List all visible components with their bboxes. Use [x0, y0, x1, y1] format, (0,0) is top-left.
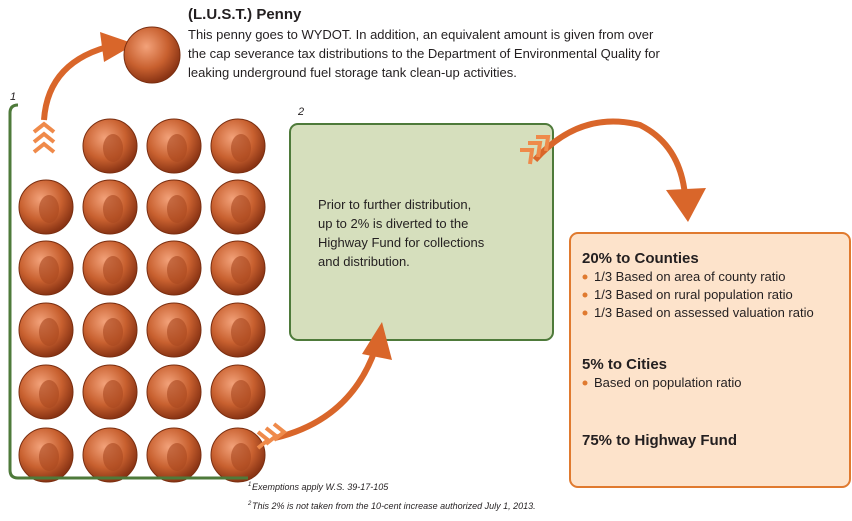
penny-profile [231, 318, 251, 346]
footnote-mark: 2 [247, 501, 252, 507]
footnote-mark: 1 [248, 482, 251, 488]
arrowheads [100, 32, 706, 360]
box-line: and distribution. [318, 254, 410, 269]
section-heading: 20% to Counties [582, 250, 699, 267]
bullet [582, 292, 588, 298]
header-line: leaking underground fuel storage tank cl… [188, 65, 517, 80]
box-line: Prior to further distribution, [318, 197, 471, 212]
footnotes: 1 Exemptions apply W.S. 39-17-105 2 This 2%… [247, 482, 536, 511]
penny-profile [167, 195, 187, 223]
penny-profile [167, 134, 187, 162]
penny-profile [167, 380, 187, 408]
bracket-label: 1 [10, 91, 16, 103]
penny-profile [103, 256, 123, 284]
penny [123, 26, 181, 84]
penny-profile [39, 318, 59, 346]
penny-profile [231, 134, 251, 162]
penny-profile [39, 256, 59, 284]
arrows [41, 42, 688, 441]
bracket [8, 103, 248, 480]
penny-profile [167, 318, 187, 346]
penny-profile [103, 380, 123, 408]
section-heading: 5% to Cities [582, 356, 667, 373]
orange-box-text: 20% to Counties 1/3 Based on area of coun… [582, 250, 814, 449]
box-line: up to 2% is diverted to the [318, 216, 468, 231]
pennies [18, 118, 266, 483]
penny-profile [103, 195, 123, 223]
penny-profile [167, 443, 187, 471]
header-line: the cap severance tax distributions to t… [188, 46, 661, 61]
section-item: Based on population ratio [594, 375, 741, 390]
green-box-text: Prior to further distribution, up to 2% i… [318, 197, 485, 269]
section-item: 1/3 Based on assessed valuation ratio [594, 305, 814, 320]
section-heading: 75% to Highway Fund [582, 432, 737, 449]
footnote-text: Exemptions apply W.S. 39-17-105 [252, 482, 389, 492]
box-line: Highway Fund for collections [318, 235, 485, 250]
penny-profile [103, 443, 123, 471]
penny-profile [231, 256, 251, 284]
arrow-tails [32, 121, 551, 450]
green-box [289, 123, 554, 341]
orange-box [569, 232, 851, 488]
penny-profile [231, 443, 251, 471]
section-item: 1/3 Based on rural population ratio [594, 287, 793, 302]
penny-profile [103, 134, 123, 162]
footnote-text: This 2% is not taken from the 10-cent in… [252, 501, 536, 511]
penny-profile [39, 443, 59, 471]
penny-profile [167, 256, 187, 284]
title: (L.U.S.T.) Penny [188, 6, 302, 23]
bullet [582, 274, 588, 280]
penny-profile [39, 380, 59, 408]
penny-profile [231, 195, 251, 223]
header-text: This penny goes to WYDOT. In addition, a… [188, 27, 661, 80]
bullet [582, 380, 588, 386]
section-item: 1/3 Based on area of county ratio [594, 269, 786, 284]
penny-profile [39, 195, 59, 223]
header-line: This penny goes to WYDOT. In addition, a… [188, 27, 654, 42]
penny-profile [231, 380, 251, 408]
box-label: 2 [297, 106, 304, 118]
bullet [582, 310, 588, 316]
penny-profile [103, 318, 123, 346]
